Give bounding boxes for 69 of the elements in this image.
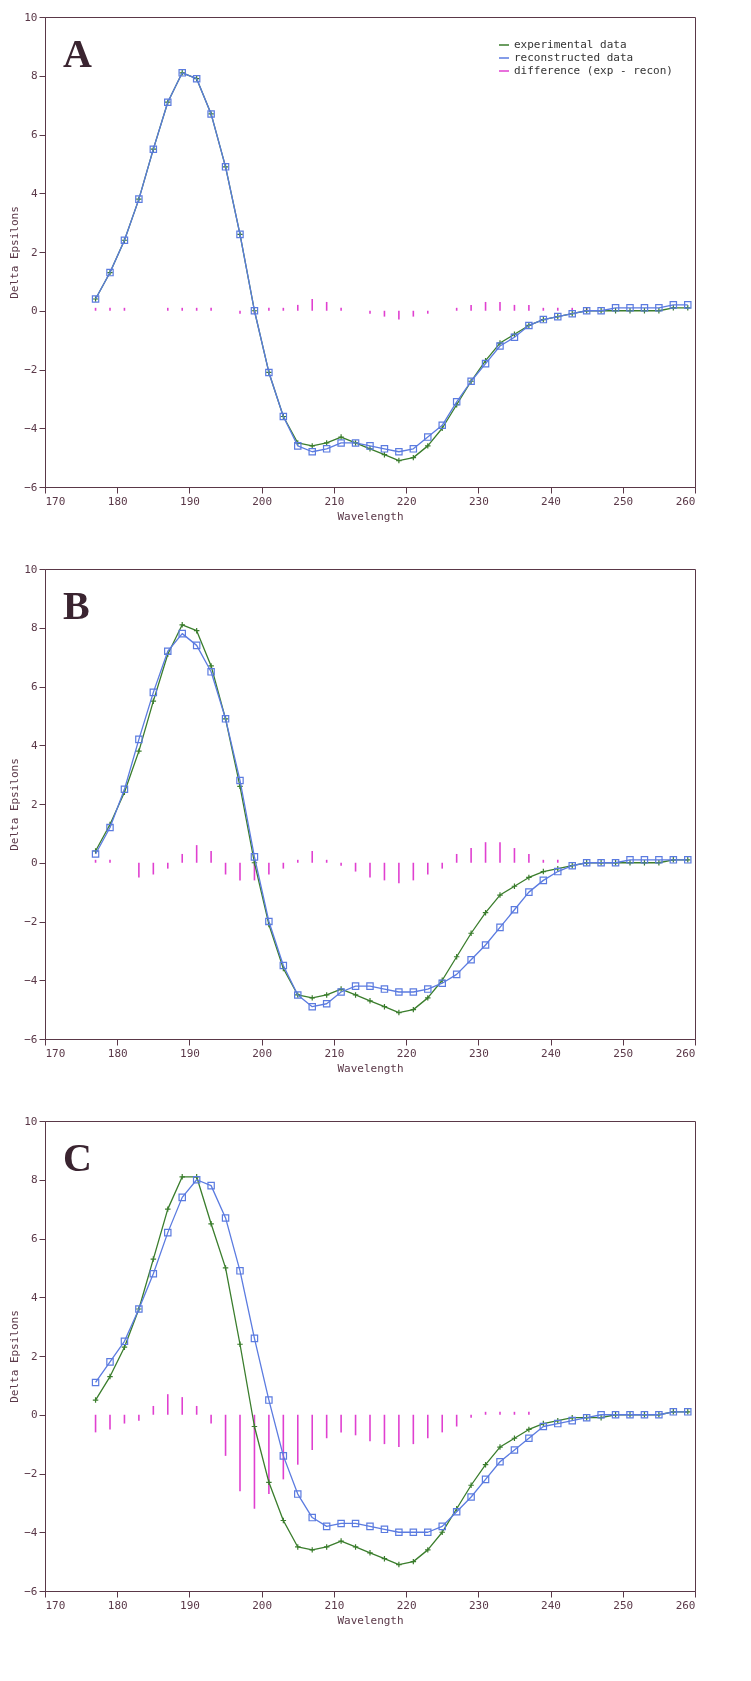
y-tick-label: 6 xyxy=(30,1232,38,1245)
x-tick-label: 190 xyxy=(180,1046,200,1060)
x-tick-label: 220 xyxy=(396,1046,417,1060)
y-tick-label: 2 xyxy=(30,245,38,259)
y-axis-title: Delta Epsilons xyxy=(8,758,22,851)
x-tick-label: 230 xyxy=(468,494,489,508)
annotation: A xyxy=(63,31,92,76)
y-tick-label: −6 xyxy=(24,480,38,494)
legend-label: reconstructed data xyxy=(514,51,634,64)
x-tick-label: 200 xyxy=(252,1046,273,1060)
y-tick-label: 4 xyxy=(30,738,38,752)
y-tick-label: −2 xyxy=(24,915,38,928)
y-tick-label: 6 xyxy=(30,128,38,141)
x-tick-label: 240 xyxy=(541,1046,561,1060)
x-tick-label: 180 xyxy=(107,1598,128,1612)
x-tick-label: 240 xyxy=(541,1598,561,1612)
x-tick-label: 180 xyxy=(107,494,128,508)
x-tick-label: 260 xyxy=(675,1598,696,1612)
x-tick-label: 230 xyxy=(468,1598,489,1612)
x-tick-label: 250 xyxy=(613,1046,634,1060)
y-tick-label: 8 xyxy=(30,621,38,635)
y-tick-label: −6 xyxy=(24,1584,38,1598)
x-tick-label: 260 xyxy=(675,494,696,508)
x-tick-label: 190 xyxy=(180,494,200,508)
y-tick-label: −2 xyxy=(24,363,38,376)
x-tick-label: 250 xyxy=(613,1598,634,1612)
annotation: C xyxy=(63,1135,92,1180)
x-tick-label: 210 xyxy=(324,1046,345,1060)
y-tick-label: 10 xyxy=(24,10,38,24)
legend-label: experimental data xyxy=(514,38,627,51)
y-axis-title: Delta Epsilons xyxy=(8,1310,22,1403)
y-tick-label: 10 xyxy=(24,1114,38,1128)
y-axis-title: Delta Epsilons xyxy=(8,206,22,299)
x-axis-title: Wavelength xyxy=(337,1061,404,1075)
y-tick-label: −4 xyxy=(24,973,38,987)
x-tick-label: 230 xyxy=(468,1046,489,1060)
y-tick-label: 10 xyxy=(24,562,38,576)
x-tick-label: 170 xyxy=(45,1046,66,1060)
y-tick-label: −2 xyxy=(24,1467,38,1480)
y-tick-label: 2 xyxy=(30,1349,38,1363)
y-tick-label: −6 xyxy=(24,1032,38,1046)
x-tick-label: 210 xyxy=(324,494,345,508)
y-tick-label: 4 xyxy=(30,1290,38,1304)
x-tick-label: 200 xyxy=(252,494,273,508)
x-tick-label: 210 xyxy=(324,1598,345,1612)
x-tick-label: 240 xyxy=(541,494,561,508)
x-tick-label: 200 xyxy=(252,1598,273,1612)
y-tick-label: −4 xyxy=(24,421,38,435)
y-tick-label: 0 xyxy=(30,1408,38,1422)
x-tick-label: 250 xyxy=(613,494,634,508)
y-tick-label: 6 xyxy=(30,680,38,693)
y-tick-label: 0 xyxy=(30,856,38,870)
y-tick-label: 8 xyxy=(30,69,38,83)
y-tick-label: 2 xyxy=(30,797,38,811)
y-tick-label: 8 xyxy=(30,1173,38,1187)
y-tick-label: 0 xyxy=(30,304,38,318)
x-axis-title: Wavelength xyxy=(337,1613,404,1627)
x-axis-title: Wavelength xyxy=(337,509,404,523)
x-tick-label: 220 xyxy=(396,1598,417,1612)
x-tick-label: 190 xyxy=(180,1598,200,1612)
x-tick-label: 170 xyxy=(45,494,66,508)
annotation: B xyxy=(63,583,90,628)
x-tick-label: 260 xyxy=(675,1046,696,1060)
x-tick-label: 180 xyxy=(107,1046,128,1060)
y-tick-label: 4 xyxy=(30,186,38,200)
x-tick-label: 170 xyxy=(45,1598,66,1612)
x-tick-label: 220 xyxy=(396,494,417,508)
y-tick-label: −4 xyxy=(24,1525,38,1539)
legend-label: difference (exp - recon) xyxy=(514,64,673,77)
